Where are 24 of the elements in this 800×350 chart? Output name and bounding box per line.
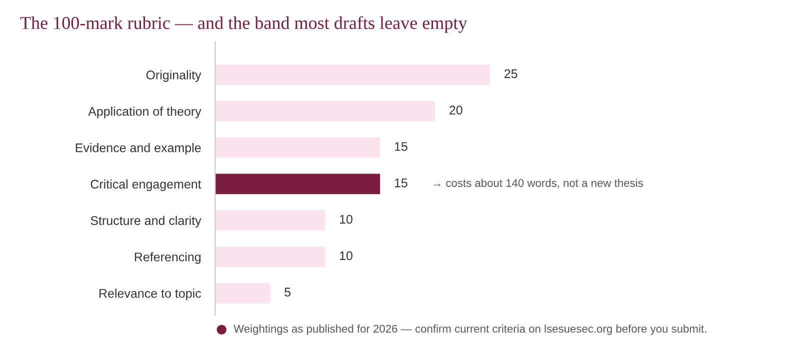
chart-title: The 100-mark rubric — and the band most drafts leave empty bbox=[20, 16, 468, 33]
bar bbox=[215, 64, 490, 85]
data-label: 20 bbox=[450, 106, 462, 115]
annotation: → costs about 140 words, not a new thesis bbox=[434, 178, 643, 188]
bar bbox=[215, 246, 326, 267]
bar bbox=[215, 174, 380, 194]
y-tick-label: Relevance to topic bbox=[100, 288, 201, 300]
data-label: 25 bbox=[504, 69, 518, 78]
y-tick-label: Structure and clarity bbox=[90, 216, 202, 228]
y-tick-label: Referencing bbox=[134, 252, 201, 264]
text: Weightings as published for 2026 — confirm current criteria on lsesuesec.org before you submit. bbox=[234, 324, 706, 335]
data-label: 10 bbox=[340, 251, 352, 260]
data-label: 15 bbox=[394, 178, 408, 188]
data-label: 10 bbox=[340, 214, 352, 224]
bar bbox=[215, 100, 436, 122]
bar bbox=[215, 282, 270, 304]
y-tick-label: Application of theory bbox=[88, 106, 202, 118]
y-tick-label: Critical engagement bbox=[90, 179, 202, 192]
bar bbox=[215, 210, 326, 231]
bar bbox=[215, 137, 380, 158]
data-label: 15 bbox=[394, 142, 408, 151]
y-tick-label: Evidence and example bbox=[76, 143, 201, 155]
data-label: 5 bbox=[284, 288, 290, 297]
y-tick-label: Originality bbox=[146, 70, 202, 82]
